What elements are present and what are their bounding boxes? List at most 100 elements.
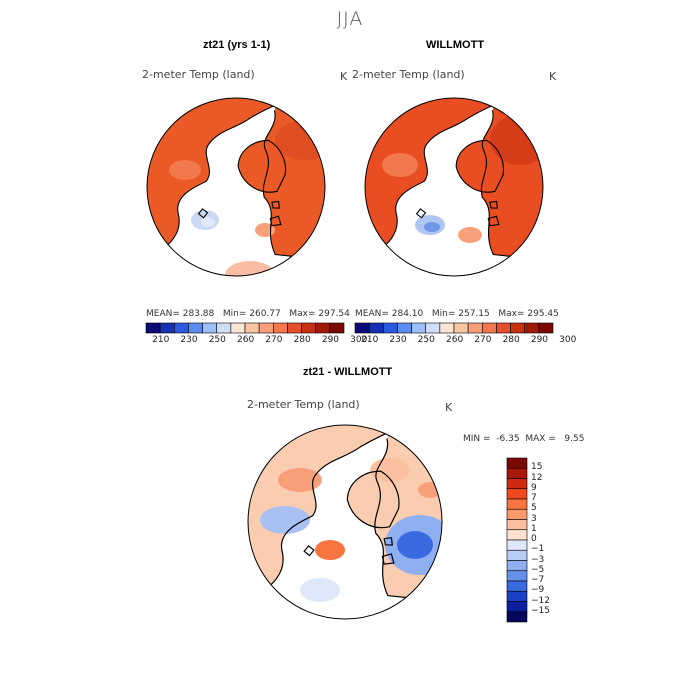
figure-title: JJA [336,8,364,30]
cbar3-cell [506,549,528,561]
cbar1-cell [159,322,175,334]
cbar1-cell [202,322,218,334]
panel-2-max-value: 295.45 [527,309,559,319]
cbar3-cell [506,457,528,469]
cbar3-tick-label: 1 [531,523,537,534]
diff-units: K [445,401,453,414]
cbar3-cell [506,539,528,551]
cbar2-cell [538,322,554,334]
diff-min-value: -6.35 [496,434,520,444]
panel-1-max-label: Max= [289,309,316,319]
panel-2-mean-label: MEAN= [355,309,389,319]
cbar1-cell [301,322,317,334]
cbar2-cell [397,322,412,334]
cbar3-tick-label: −7 [531,575,545,585]
cbar3-cell [506,570,528,582]
cbar2-cell [510,322,526,334]
cbar3-cell [506,529,528,541]
panel-1-max-value: 297.54 [318,309,350,319]
diff-subtitle: 2-meter Temp (land) [247,398,360,411]
panel-2-units: K [549,70,557,83]
cbar2-tick-label: 290 [530,335,549,345]
cbar3-cell [506,601,528,613]
panel-2-min-label: Min= [431,309,456,319]
colorbar-panel-2 [354,322,554,334]
cbar2-tick-label: 260 [446,335,464,345]
cbar3-cell [506,580,528,592]
cbar3-tick-label: −9 [531,585,545,596]
cbar3-cell [506,519,528,531]
cbar1-cell [216,322,232,334]
cbar3-cell [506,611,528,623]
cbar1-tick-label: 210 [152,335,170,345]
cbar1-cell [230,322,246,334]
panel-2-max-label: Max= [498,309,525,319]
cbar2-cell [524,322,540,334]
cbar3-tick-label: 3 [531,513,537,524]
panel-2-map [364,97,544,277]
panel-1-mean-label: MEAN= [146,309,180,319]
cbar1-tick-label: 250 [208,335,226,345]
cbar1-tick-label: 230 [180,335,198,345]
cbar2-cell [481,322,497,334]
cbar1-tick-label: 290 [321,335,340,345]
panel-1-stats: MEAN= 283.88 Min= 260.77 Max= 297.54 [146,309,350,319]
cbar1-cell [188,322,203,334]
cbar3-tick-label: 12 [531,472,543,483]
cbar1-cell [315,322,331,334]
cbar3-cell [506,560,528,572]
diff-max-label: MAX = [525,434,556,444]
cbar3-cell [506,467,528,479]
cbar3-tick-label: −1 [531,544,545,555]
panel-2-stats: MEAN= 284.10 Min= 257.15 Max= 295.45 [355,309,559,319]
cbar3-tick-label: 0 [531,534,537,544]
cbar2-tick-label: 230 [389,335,407,345]
panel-2-mean-value: 284.10 [391,309,424,319]
cbar1-tick-label: 270 [265,335,283,345]
cbar1-cell [173,322,189,334]
cbar1-tick-label: 280 [293,335,311,345]
cbar3-tick-label: 15 [531,462,543,473]
panel-1-map [146,97,326,277]
colorbar-diff [506,457,528,623]
cbar2-cell [411,322,427,334]
cbar3-tick-label: 9 [531,482,537,493]
panel-1-min-label: Min= [222,309,247,319]
cbar2-cell [368,322,384,334]
diff-max-value: 9.55 [564,434,585,444]
cbar3-tick-label: 5 [531,503,537,514]
cbar3-tick-label: −5 [531,564,545,575]
panel-1-min-value: 260.77 [249,309,281,319]
cbar3-tick-label: −12 [531,595,550,606]
diff-min-label: MIN = [463,434,491,444]
cbar1-cell [272,322,288,334]
diff-min-max: MIN = -6.35 MAX = 9.55 [463,434,584,444]
diff-heading: zt21 - WILLMOTT [303,366,393,378]
panel-1-mean-value: 283.88 [182,309,215,319]
cbar2-cell [467,322,483,334]
diff-map [247,424,443,620]
cbar3-tick-label: −15 [531,605,550,616]
cbar3-cell [506,508,528,520]
panel-2-subtitle: 2-meter Temp (land) [352,68,465,81]
cbar2-tick-label: 250 [417,335,435,345]
cbar1-cell [145,322,161,334]
panel-2-heading: WILLMOTT [426,39,485,51]
cbar3-cell [506,590,528,602]
cbar1-cell [287,322,302,334]
cbar2-cell [453,322,469,334]
cbar2-cell [439,322,455,334]
cbar1-tick-label: 300 [350,335,368,345]
cbar3-cell [506,498,528,510]
cbar1-cell [258,322,274,334]
cbar1-cell [329,322,345,334]
cbar1-cell [244,322,260,334]
cbar1-tick-label: 260 [237,335,255,345]
cbar2-tick-label: 270 [474,335,492,345]
cbar2-cell [354,322,370,334]
cbar2-tick-label: 280 [502,335,520,345]
cbar3-tick-label: −3 [531,554,545,565]
cbar2-cell [425,322,441,334]
cbar2-tick-label: 300 [559,335,577,345]
